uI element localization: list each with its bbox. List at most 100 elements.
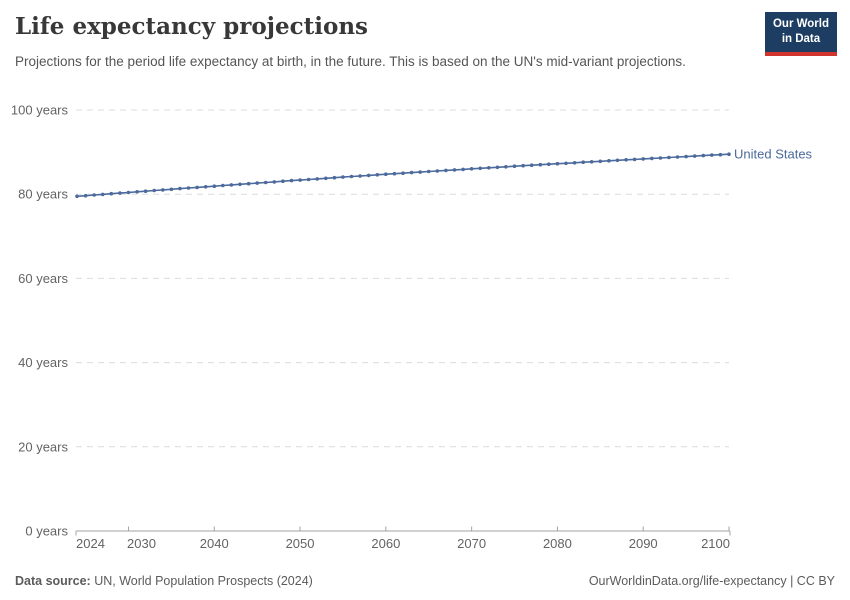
data-point (435, 169, 440, 173)
footer-links: OurWorldinData.org/life-expectancy | CC … (589, 574, 835, 588)
entity-label[interactable]: United States (734, 147, 813, 162)
data-point (238, 182, 242, 187)
footer-url-link[interactable]: OurWorldinData.org/life-expectancy (588, 574, 787, 588)
data-point (152, 188, 156, 193)
data-point (221, 183, 225, 188)
x-axis-tick-label: 2100 (701, 536, 730, 551)
y-axis-tick-label: 60 years (18, 271, 68, 286)
data-point (452, 168, 457, 172)
data-point (75, 194, 79, 199)
owid-logo-line2: in Data (781, 32, 821, 45)
series-united-states[interactable]: United States (75, 147, 813, 199)
data-point (547, 162, 551, 166)
data-point (143, 189, 148, 193)
data-point (358, 174, 362, 178)
data-point (135, 190, 139, 194)
data-point (92, 193, 96, 197)
data-source-label: Data source: (15, 574, 91, 588)
data-point (727, 152, 731, 156)
data-point (195, 185, 199, 190)
data-point (710, 153, 714, 157)
data-point (555, 161, 560, 166)
data-point (632, 157, 637, 162)
data-point (169, 187, 174, 192)
data-point (401, 171, 405, 175)
x-axis-tick-label: 2070 (457, 536, 486, 551)
data-source-note: Data source: UN, World Population Prospe… (15, 574, 313, 588)
data-point (255, 181, 259, 185)
data-point (495, 165, 500, 170)
data-point (366, 173, 371, 178)
x-axis-tick-label: 2030 (127, 536, 156, 551)
data-point (512, 164, 517, 168)
data-point (409, 170, 414, 175)
data-point (126, 190, 131, 195)
y-axis-tick-label: 100 years (11, 103, 69, 118)
data-point (607, 159, 611, 163)
data-point (332, 175, 337, 180)
x-axis-tick-label: 2060 (371, 536, 400, 551)
data-source-value: UN, World Population Prospects (2024) (90, 574, 313, 588)
data-point (246, 181, 251, 186)
data-point (538, 162, 543, 167)
data-point (598, 159, 603, 164)
chart-title: Life expectancy projections (15, 13, 369, 40)
data-point (461, 167, 465, 172)
data-point (375, 173, 380, 177)
data-point (478, 166, 483, 171)
y-axis-tick-label: 20 years (18, 439, 68, 454)
data-point (83, 193, 88, 198)
x-axis-tick-label: 2080 (543, 536, 572, 551)
data-point (426, 169, 431, 174)
owid-logo[interactable]: Our World in Data (764, 12, 837, 56)
data-point (684, 154, 688, 159)
data-point (504, 165, 508, 169)
data-point (306, 177, 311, 182)
data-point (650, 156, 654, 161)
data-point (341, 175, 345, 179)
data-point (469, 167, 474, 171)
data-point (589, 160, 594, 164)
y-axis-tick-label: 0 years (25, 524, 68, 539)
data-point (667, 155, 671, 160)
data-point (641, 157, 645, 161)
data-point (392, 171, 397, 176)
data-point (289, 178, 294, 183)
x-axis-tick-label: 2040 (200, 536, 229, 551)
data-point (624, 158, 628, 162)
data-point (298, 178, 302, 182)
data-point (581, 160, 585, 164)
data-point (212, 184, 217, 188)
data-point (161, 188, 165, 192)
data-point (100, 192, 105, 197)
y-axis-tick-label: 40 years (18, 355, 68, 370)
data-point (675, 155, 680, 159)
data-point (529, 163, 534, 167)
data-point (203, 185, 208, 189)
data-point (315, 177, 320, 181)
y-axis-tick-label: 80 years (18, 187, 68, 202)
x-axis-tick-label: 2050 (286, 536, 315, 551)
data-point (572, 161, 577, 165)
owid-logo-line1: Our World (772, 18, 829, 30)
data-point (521, 163, 525, 168)
data-point (692, 154, 697, 158)
data-point (701, 153, 706, 158)
data-point (109, 191, 114, 196)
data-point (118, 191, 122, 195)
footer-separator: | (786, 574, 797, 588)
data-point (229, 183, 234, 187)
data-point (263, 180, 268, 185)
data-point (186, 186, 191, 190)
data-point (281, 179, 285, 183)
data-point (349, 174, 354, 179)
x-axis-tick-label: 2024 (76, 536, 105, 551)
x-axis-tick-label: 2090 (629, 536, 658, 551)
footer-license-link[interactable]: CC BY (796, 574, 835, 588)
chart-footer: Data source: UN, World Population Prospe… (15, 574, 835, 588)
data-point (487, 166, 491, 170)
chart-subtitle: Projections for the period life expectan… (15, 54, 686, 69)
data-point (615, 158, 620, 163)
